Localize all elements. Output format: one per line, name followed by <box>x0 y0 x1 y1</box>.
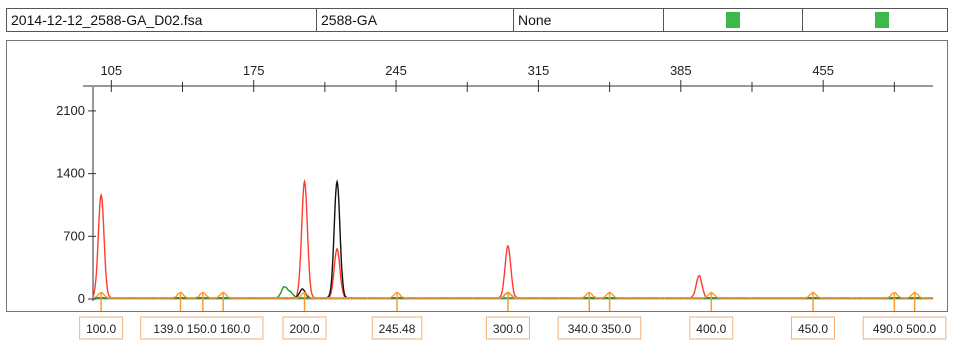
sample-name: 2588-GA <box>321 12 378 28</box>
file-name-cell: 2014-12-12_2588-GA_D02.fsa <box>7 9 317 31</box>
size-label-box <box>282 316 327 340</box>
size-label-box <box>140 316 264 340</box>
y-axis-tick-label: 2100 <box>56 103 85 118</box>
size-marker-label: 450.0 <box>798 322 828 336</box>
trace-series-2 <box>92 179 934 300</box>
size-marker-label: 300.0 <box>493 322 523 336</box>
dye-cell-2[interactable] <box>803 9 947 31</box>
top-axis-tick-label: 315 <box>528 63 550 78</box>
sample-name-cell: 2588-GA <box>317 9 514 31</box>
size-marker-label: 139.0 150.0 160.0 <box>153 322 250 336</box>
size-label-box <box>689 316 734 340</box>
sample-header-bar: 2014-12-12_2588-GA_D02.fsa 2588-GA None <box>6 8 948 32</box>
y-axis-tick-label: 0 <box>78 291 85 306</box>
file-name: 2014-12-12_2588-GA_D02.fsa <box>11 12 203 28</box>
size-label-box <box>371 316 423 340</box>
panel-cell: None <box>514 9 664 31</box>
dye-swatch-2[interactable] <box>875 12 889 28</box>
size-marker-label: 100.0 <box>86 322 116 336</box>
traces-group <box>92 178 934 300</box>
size-label-box <box>557 316 642 340</box>
axes-group: 105 175 245 315 385 455 0 700 1400 2100 <box>56 63 933 306</box>
y-axis-tick-label: 700 <box>63 228 85 243</box>
size-label-box <box>791 316 835 340</box>
size-marker-label: 245.48 <box>379 322 416 336</box>
panel-name: None <box>518 12 552 28</box>
dye-swatch-1[interactable] <box>726 12 740 28</box>
trace-series-1 <box>92 178 934 300</box>
top-axis-tick-label: 385 <box>670 63 692 78</box>
dye-cell-1[interactable] <box>664 9 803 31</box>
electropherogram-frame <box>6 40 948 312</box>
top-axis-tick-label: 455 <box>812 63 834 78</box>
size-label-box <box>485 316 530 340</box>
top-axis-tick-label: 245 <box>385 63 407 78</box>
size-marker-label: 340.0 350.0 <box>568 322 632 336</box>
size-markers-group: 100.0 139.0 150.0 160.0 200.0 245.48 300.0 34… <box>79 292 947 340</box>
trace-series-4 <box>92 291 934 300</box>
top-axis-tick-label: 105 <box>100 63 122 78</box>
size-label-box <box>79 316 124 340</box>
size-marker-label: 400.0 <box>696 322 726 336</box>
size-label-box <box>862 316 947 340</box>
top-axis-tick-label: 175 <box>243 63 265 78</box>
y-axis-tick-label: 1400 <box>56 166 85 181</box>
size-marker-label: 200.0 <box>290 322 320 336</box>
size-marker-label: 490.0 500.0 <box>873 322 937 336</box>
